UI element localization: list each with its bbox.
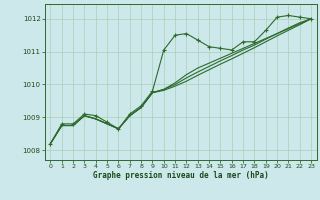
X-axis label: Graphe pression niveau de la mer (hPa): Graphe pression niveau de la mer (hPa) <box>93 171 269 180</box>
